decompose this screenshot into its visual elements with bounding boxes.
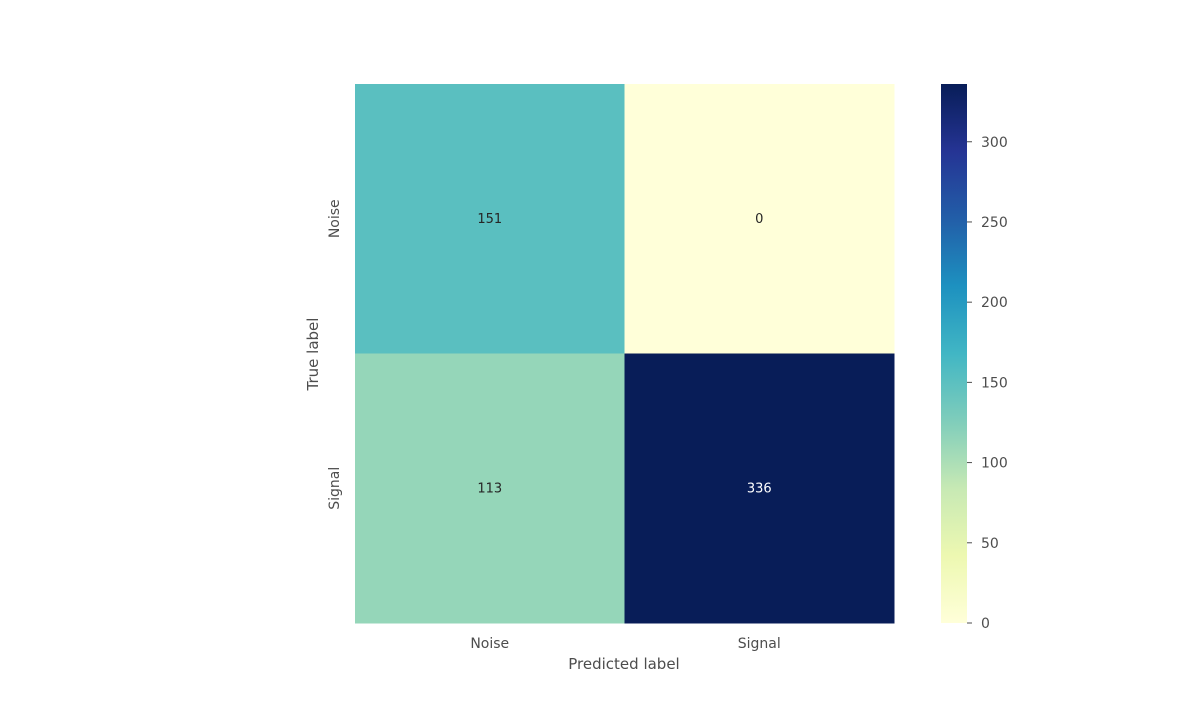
cell-value-label: 0 [755, 212, 763, 227]
colorbar-tick-label: 150 [981, 375, 1008, 391]
y-tick-label: Noise [327, 199, 343, 238]
heatmap-cells [355, 84, 895, 624]
colorbar-ticks: 0 50 100 150 200 250 300 [967, 135, 1008, 632]
colorbar-tick-label: 100 [981, 456, 1008, 472]
x-tick-label: Signal [738, 636, 781, 652]
colorbar: 0 50 100 150 200 250 300 [941, 84, 1008, 632]
heatmap-cell [355, 84, 625, 354]
colorbar-gradient-bar [941, 84, 967, 623]
heatmap-cell [624, 84, 895, 354]
y-tick-label: Signal [327, 467, 343, 510]
y-axis-ticks: Noise Signal [327, 199, 343, 509]
y-axis-label: True label [304, 318, 322, 392]
colorbar-tick-label: 50 [981, 536, 999, 552]
heatmap-cell-labels: 151 0 113 336 [477, 212, 771, 497]
cell-value-label: 151 [477, 212, 502, 227]
colorbar-tick-label: 300 [981, 135, 1008, 151]
x-tick-label: Noise [470, 636, 509, 652]
colorbar-tick-label: 0 [981, 616, 990, 632]
heatmap-cell [355, 353, 625, 624]
colorbar-tick-label: 200 [981, 295, 1008, 311]
heatmap-cell [624, 353, 895, 624]
cell-value-label: 336 [747, 481, 772, 496]
cell-value-label: 113 [477, 481, 502, 496]
x-axis-label: Predicted label [568, 655, 679, 673]
colorbar-tick-label: 250 [981, 215, 1008, 231]
x-axis-ticks: Noise Signal [470, 636, 780, 652]
